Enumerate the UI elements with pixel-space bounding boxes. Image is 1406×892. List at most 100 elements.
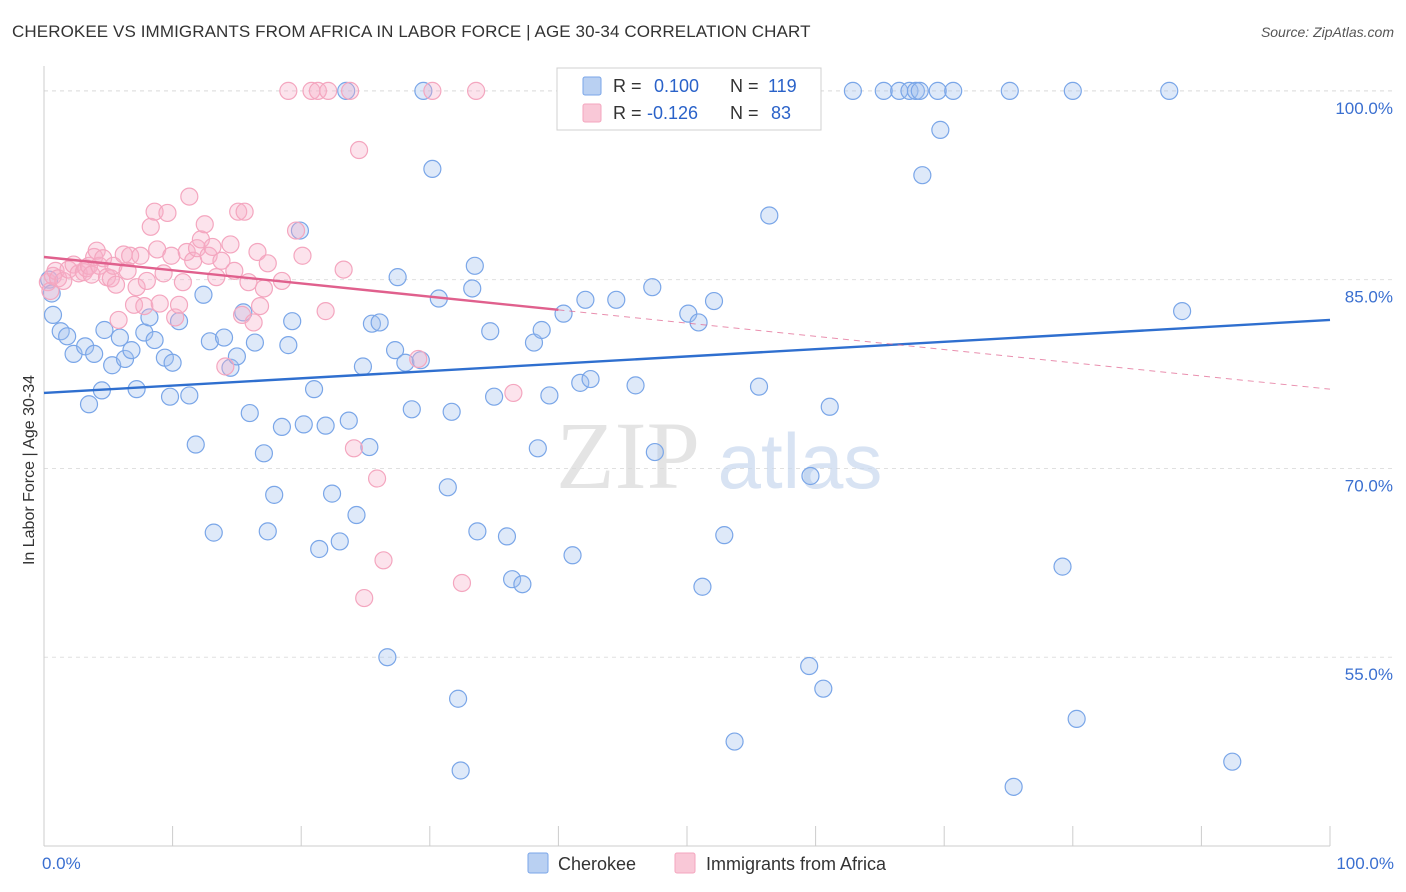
point-0-37 — [272, 417, 292, 437]
source-credit: Source: ZipAtlas.com — [1260, 24, 1394, 40]
point-0-24 — [186, 435, 205, 454]
point-0-61 — [423, 159, 442, 179]
point-0-104 — [900, 81, 919, 100]
point-0-48 — [339, 411, 358, 430]
point-1-75 — [367, 469, 387, 488]
point-0-102 — [874, 81, 893, 100]
point-1-55 — [235, 202, 254, 221]
legend-n-value-2: 83 — [771, 103, 791, 123]
trend-line-extension-1 — [558, 309, 1331, 390]
point-1-68 — [316, 302, 335, 321]
point-0-107 — [913, 166, 932, 185]
point-0-4 — [58, 327, 77, 346]
bottom-legend-swatch-cherokee — [527, 852, 549, 874]
point-1-14 — [87, 241, 106, 260]
legend-r-value-1: 0.100 — [654, 76, 699, 96]
point-0-94 — [725, 732, 744, 751]
point-1-41 — [180, 187, 199, 206]
point-0-12 — [110, 328, 129, 347]
bottom-legend-label-cherokee: Cherokee — [558, 854, 636, 874]
legend-r-value-2: -0.126 — [647, 103, 698, 123]
point-0-38 — [279, 336, 298, 355]
point-0-99 — [814, 679, 833, 698]
point-1-30 — [141, 217, 160, 236]
point-1-28 — [135, 296, 154, 316]
x-tick-labels: 0.0% 100.0% — [42, 854, 1394, 873]
point-0-7 — [79, 395, 99, 414]
point-0-67 — [463, 279, 482, 298]
point-1-49 — [212, 251, 231, 270]
point-0-71 — [485, 387, 504, 406]
point-1-72 — [344, 439, 364, 458]
point-0-115 — [1067, 709, 1086, 728]
gridlines — [44, 90, 1394, 658]
axes — [43, 66, 1331, 847]
point-1-34 — [154, 264, 173, 283]
point-0-65 — [448, 689, 468, 708]
legend-n-value-1: 119 — [768, 76, 797, 96]
point-0-66 — [451, 761, 470, 780]
point-1-48 — [207, 268, 226, 287]
trend-line-1 — [43, 255, 559, 312]
point-0-36 — [265, 485, 284, 504]
point-0-72 — [497, 527, 517, 546]
trend-line-0 — [43, 318, 1331, 395]
point-0-10 — [95, 320, 114, 340]
point-0-53 — [370, 313, 389, 332]
point-0-73 — [503, 570, 522, 589]
point-0-46 — [330, 532, 349, 551]
point-0-64 — [442, 402, 461, 421]
point-0-93 — [715, 526, 734, 545]
point-0-55 — [385, 341, 405, 360]
point-0-110 — [944, 81, 963, 100]
point-0-20 — [160, 387, 180, 406]
point-1-71 — [340, 81, 360, 100]
point-0-81 — [571, 373, 590, 392]
point-0-76 — [528, 439, 547, 458]
point-1-74 — [355, 588, 374, 608]
point-0-26 — [200, 332, 219, 351]
point-0-47 — [337, 81, 356, 100]
point-0-87 — [645, 442, 664, 462]
point-0-69 — [468, 522, 487, 541]
point-1-39 — [173, 273, 192, 292]
point-0-56 — [388, 268, 407, 287]
point-0-33 — [245, 333, 265, 352]
legend-n-label-1: N = — [730, 76, 759, 96]
point-0-83 — [581, 369, 600, 389]
point-0-51 — [360, 437, 379, 457]
x-tick-label-0: 0.0% — [42, 854, 81, 873]
point-0-98 — [801, 466, 820, 486]
point-1-63 — [279, 81, 298, 100]
point-1-21 — [109, 310, 128, 330]
point-0-21 — [163, 353, 182, 372]
point-1-38 — [169, 295, 189, 314]
point-0-101 — [843, 81, 862, 100]
point-0-109 — [931, 120, 950, 139]
point-1-36 — [162, 246, 181, 265]
point-0-112 — [1004, 777, 1023, 796]
legend-n-label-2: N = — [730, 103, 759, 123]
point-0-44 — [316, 416, 335, 435]
y-tick-labels: 100.0% 85.0% 70.0% 55.0% — [1335, 99, 1393, 684]
trend-lines — [43, 255, 1331, 395]
legend-r-label-2: R = — [613, 103, 642, 123]
watermark-atlas: atlas — [718, 417, 883, 505]
point-1-31 — [145, 202, 164, 221]
point-1-73 — [349, 140, 369, 160]
watermark: ZIP atlas — [556, 402, 882, 509]
point-0-82 — [576, 290, 595, 309]
point-0-25 — [194, 285, 213, 304]
y-tick-label-2: 70.0% — [1345, 476, 1393, 495]
point-1-45 — [195, 215, 214, 234]
point-1-50 — [216, 357, 235, 376]
y-tick-label-0: 100.0% — [1335, 99, 1393, 118]
point-1-81 — [504, 383, 523, 403]
point-1-59 — [250, 296, 270, 316]
point-0-78 — [540, 386, 559, 405]
point-0-42 — [304, 380, 324, 399]
y-tick-label-3: 55.0% — [1345, 665, 1393, 684]
legend-swatch-cherokee — [582, 76, 602, 96]
point-0-32 — [240, 403, 259, 423]
